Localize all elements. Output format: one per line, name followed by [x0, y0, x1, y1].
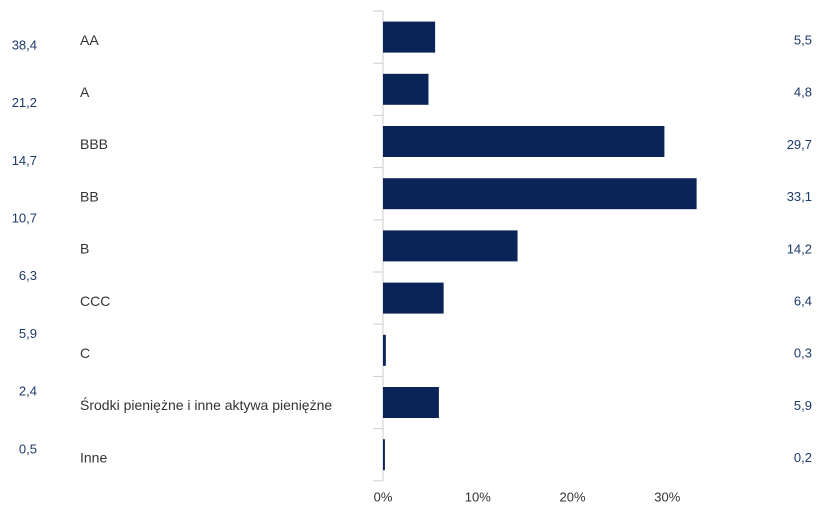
bar	[383, 282, 444, 314]
value-label: 33,1	[787, 189, 812, 204]
category-label: C	[80, 345, 90, 361]
left-label: 10,7	[12, 211, 37, 226]
category-label: CCC	[80, 293, 110, 309]
x-tick-label: 30%	[654, 489, 680, 504]
value-label: 14,2	[787, 241, 812, 256]
value-label: 29,7	[787, 137, 812, 152]
left-label: 21,2	[12, 95, 37, 110]
bar	[383, 21, 436, 53]
value-label: 4,8	[794, 85, 812, 100]
category-label: Inne	[80, 449, 107, 465]
bar	[383, 178, 697, 210]
value-label: 0,2	[794, 450, 812, 465]
category-label: Środki pieniężne i inne aktywa pieniężne	[80, 396, 332, 413]
bar	[383, 387, 439, 418]
value-label: 6,4	[794, 294, 812, 309]
bar	[383, 334, 386, 366]
value-label: 5,9	[794, 398, 812, 413]
bar	[383, 73, 429, 105]
x-tick-label: 20%	[559, 489, 585, 504]
value-label: 5,5	[794, 33, 812, 48]
left-label: 2,4	[19, 384, 37, 399]
value-label: 0,3	[794, 346, 812, 361]
category-label: A	[80, 84, 90, 100]
category-label: B	[80, 241, 89, 257]
bar	[383, 439, 385, 471]
left-label: 14,7	[12, 153, 37, 168]
x-tick-label: 10%	[465, 489, 491, 504]
left-label: 38,4	[12, 37, 37, 52]
left-label: 0,5	[19, 441, 37, 456]
x-tick-label: 0%	[374, 489, 393, 504]
category-label: BBB	[80, 136, 108, 152]
bar	[383, 126, 665, 157]
category-label: AA	[80, 32, 99, 48]
left-label: 6,3	[19, 268, 37, 283]
category-label: BB	[80, 188, 99, 204]
left-label: 5,9	[19, 326, 37, 341]
bar	[383, 230, 518, 262]
